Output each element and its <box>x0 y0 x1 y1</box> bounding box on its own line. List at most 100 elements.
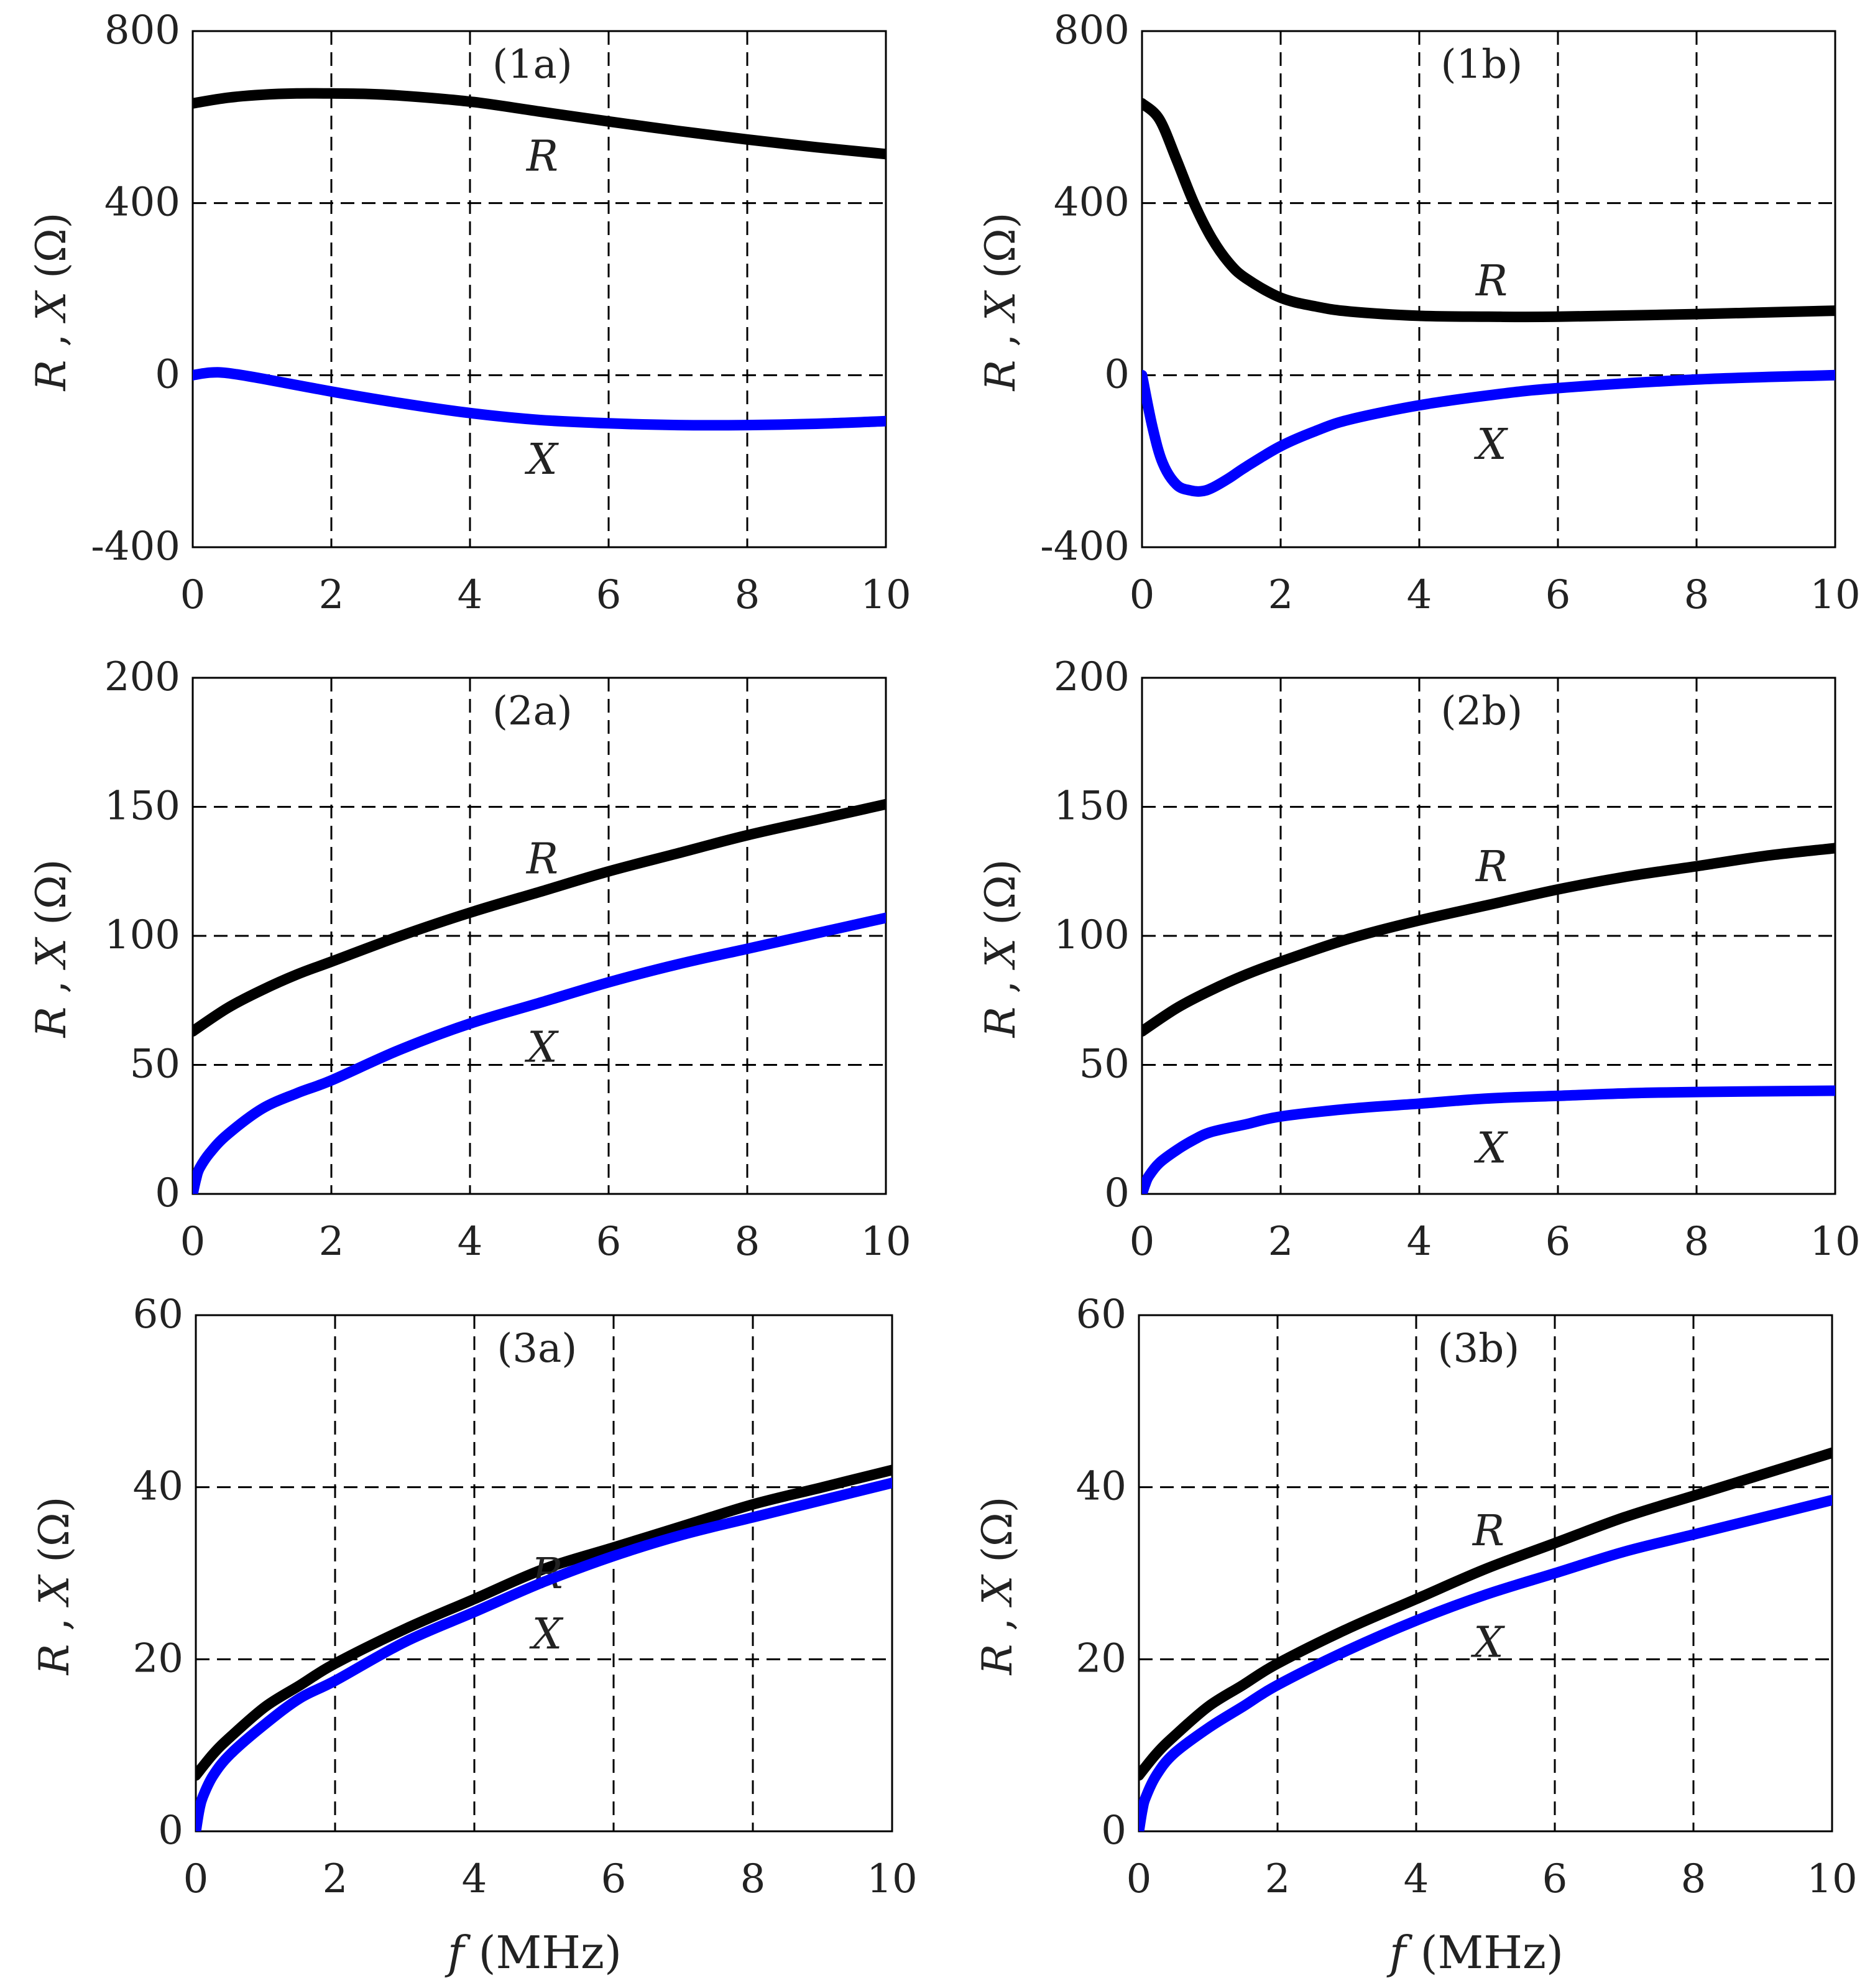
x-tick-label: 8 <box>740 1856 766 1902</box>
chart-panel-3a: 0 2 4 6 8 10 0 20 40 60 R , X (Ω) (3a) R X <box>30 1292 918 1902</box>
y-axis-title-part: (Ω) <box>27 859 75 938</box>
x-tick-label: 10 <box>860 1219 911 1265</box>
x-tick-label: 4 <box>458 572 483 618</box>
x-tick-label: 2 <box>323 1856 348 1902</box>
y-tick-label: 0 <box>1104 1170 1130 1216</box>
series-x-label: X <box>524 1023 559 1072</box>
x-tick-label: 4 <box>458 1219 483 1265</box>
x-tick-label: 0 <box>1130 572 1155 618</box>
series-r-label: R <box>1475 843 1508 892</box>
series-r-line <box>1142 98 1835 323</box>
series-r-line <box>1142 843 1835 1037</box>
x-tick-label: 2 <box>319 572 344 618</box>
series-r-line <box>1139 1447 1832 1781</box>
y-tick-label: -400 <box>1040 524 1130 570</box>
y-axis-title-part: , <box>27 968 75 1007</box>
y-axis-title-part: X <box>977 290 1025 324</box>
y-axis-title-part: R <box>977 1007 1025 1038</box>
y-tick-label: 100 <box>104 912 180 958</box>
x-tick-label: 0 <box>1130 1219 1155 1265</box>
plot-frame <box>1141 677 1836 1195</box>
x-axis-title-right: f (MHz) <box>1386 1926 1564 1979</box>
y-axis-title-part: R <box>974 1644 1021 1676</box>
y-axis-title-part: R <box>27 1007 75 1038</box>
y-axis-title-part: (Ω) <box>27 213 75 292</box>
series-x-label: X <box>524 435 559 484</box>
series-r-label: R <box>525 835 558 884</box>
y-tick-label: 800 <box>1054 7 1130 53</box>
y-tick-label: 100 <box>1054 912 1130 958</box>
x-tick-label: 10 <box>867 1856 917 1902</box>
x-axis-title-left: f (MHz) <box>444 1926 622 1979</box>
y-axis-title-part: , <box>977 321 1025 360</box>
plot-frame <box>195 1314 893 1833</box>
series-x-label: X <box>1473 420 1508 469</box>
x-tick-label: 4 <box>462 1856 487 1902</box>
x-tick-label: 6 <box>1545 572 1571 618</box>
y-axis-title-part: X <box>977 936 1025 971</box>
panel-label: (2a) <box>492 688 573 734</box>
y-tick-label: 40 <box>133 1464 183 1510</box>
series-x-label: X <box>529 1610 564 1659</box>
y-axis-title: R , X (Ω) <box>977 859 1025 1038</box>
x-tick-label: 8 <box>1681 1856 1706 1902</box>
y-tick-label: 20 <box>1076 1635 1126 1681</box>
y-axis-title-part: (Ω) <box>977 859 1025 938</box>
series-x-line <box>1139 1494 1832 1831</box>
series-r-line <box>193 88 886 160</box>
x-tick-label: 2 <box>1268 572 1294 618</box>
series-x-line <box>196 1477 892 1831</box>
plot-frame <box>191 677 887 1195</box>
panel-label: (3a) <box>497 1326 577 1372</box>
x-axis-title-unit: (MHz) <box>1406 1926 1564 1979</box>
y-axis-title-part: , <box>974 1605 1021 1644</box>
y-tick-label: -400 <box>91 524 180 570</box>
x-tick-label: 0 <box>1126 1856 1152 1902</box>
y-axis-title-part: (Ω) <box>977 213 1025 292</box>
x-tick-label: 4 <box>1407 1219 1432 1265</box>
y-tick-label: 200 <box>104 654 180 700</box>
y-tick-label: 400 <box>1054 180 1130 226</box>
y-tick-label: 60 <box>133 1292 183 1338</box>
x-tick-label: 8 <box>1684 572 1710 618</box>
x-tick-label: 0 <box>183 1856 209 1902</box>
chart-panel-3b: 0 2 4 6 8 10 0 20 40 60 R , X (Ω) (3b) R X <box>974 1292 1858 1902</box>
plot-frame <box>1141 30 1836 548</box>
x-tick-label: 2 <box>1265 1856 1291 1902</box>
y-tick-label: 0 <box>155 1170 180 1216</box>
y-axis-title-part: , <box>27 321 75 360</box>
x-tick-label: 8 <box>1684 1219 1710 1265</box>
series-r-label: R <box>525 132 558 182</box>
x-tick-label: 2 <box>319 1219 344 1265</box>
series-x-line <box>193 912 886 1194</box>
panel-label: (1a) <box>492 42 573 88</box>
x-tick-label: 10 <box>860 572 911 618</box>
x-tick-label: 10 <box>1810 1219 1860 1265</box>
x-tick-label: 8 <box>735 572 760 618</box>
x-tick-label: 8 <box>735 1219 760 1265</box>
y-axis-title: R , X (Ω) <box>974 1497 1021 1676</box>
series-x-line <box>1142 1085 1835 1194</box>
plot-frame <box>1138 1314 1833 1833</box>
panel-label: (1b) <box>1441 42 1523 88</box>
x-tick-label: 4 <box>1404 1856 1429 1902</box>
x-tick-label: 6 <box>596 572 622 618</box>
y-axis-title-part: X <box>974 1574 1021 1608</box>
series-r-line <box>193 798 886 1037</box>
x-tick-label: 6 <box>1542 1856 1568 1902</box>
series-r-label: R <box>1475 257 1508 306</box>
x-tick-label: 0 <box>180 1219 206 1265</box>
y-tick-label: 40 <box>1076 1464 1126 1510</box>
x-axis-title-unit: (MHz) <box>464 1926 622 1979</box>
x-tick-label: 10 <box>1807 1856 1857 1902</box>
y-axis-title: R , X (Ω) <box>27 859 75 1038</box>
series-x-label: X <box>1470 1619 1505 1668</box>
series-x-line <box>1142 369 1835 497</box>
y-axis-title-part: , <box>977 968 1025 1007</box>
